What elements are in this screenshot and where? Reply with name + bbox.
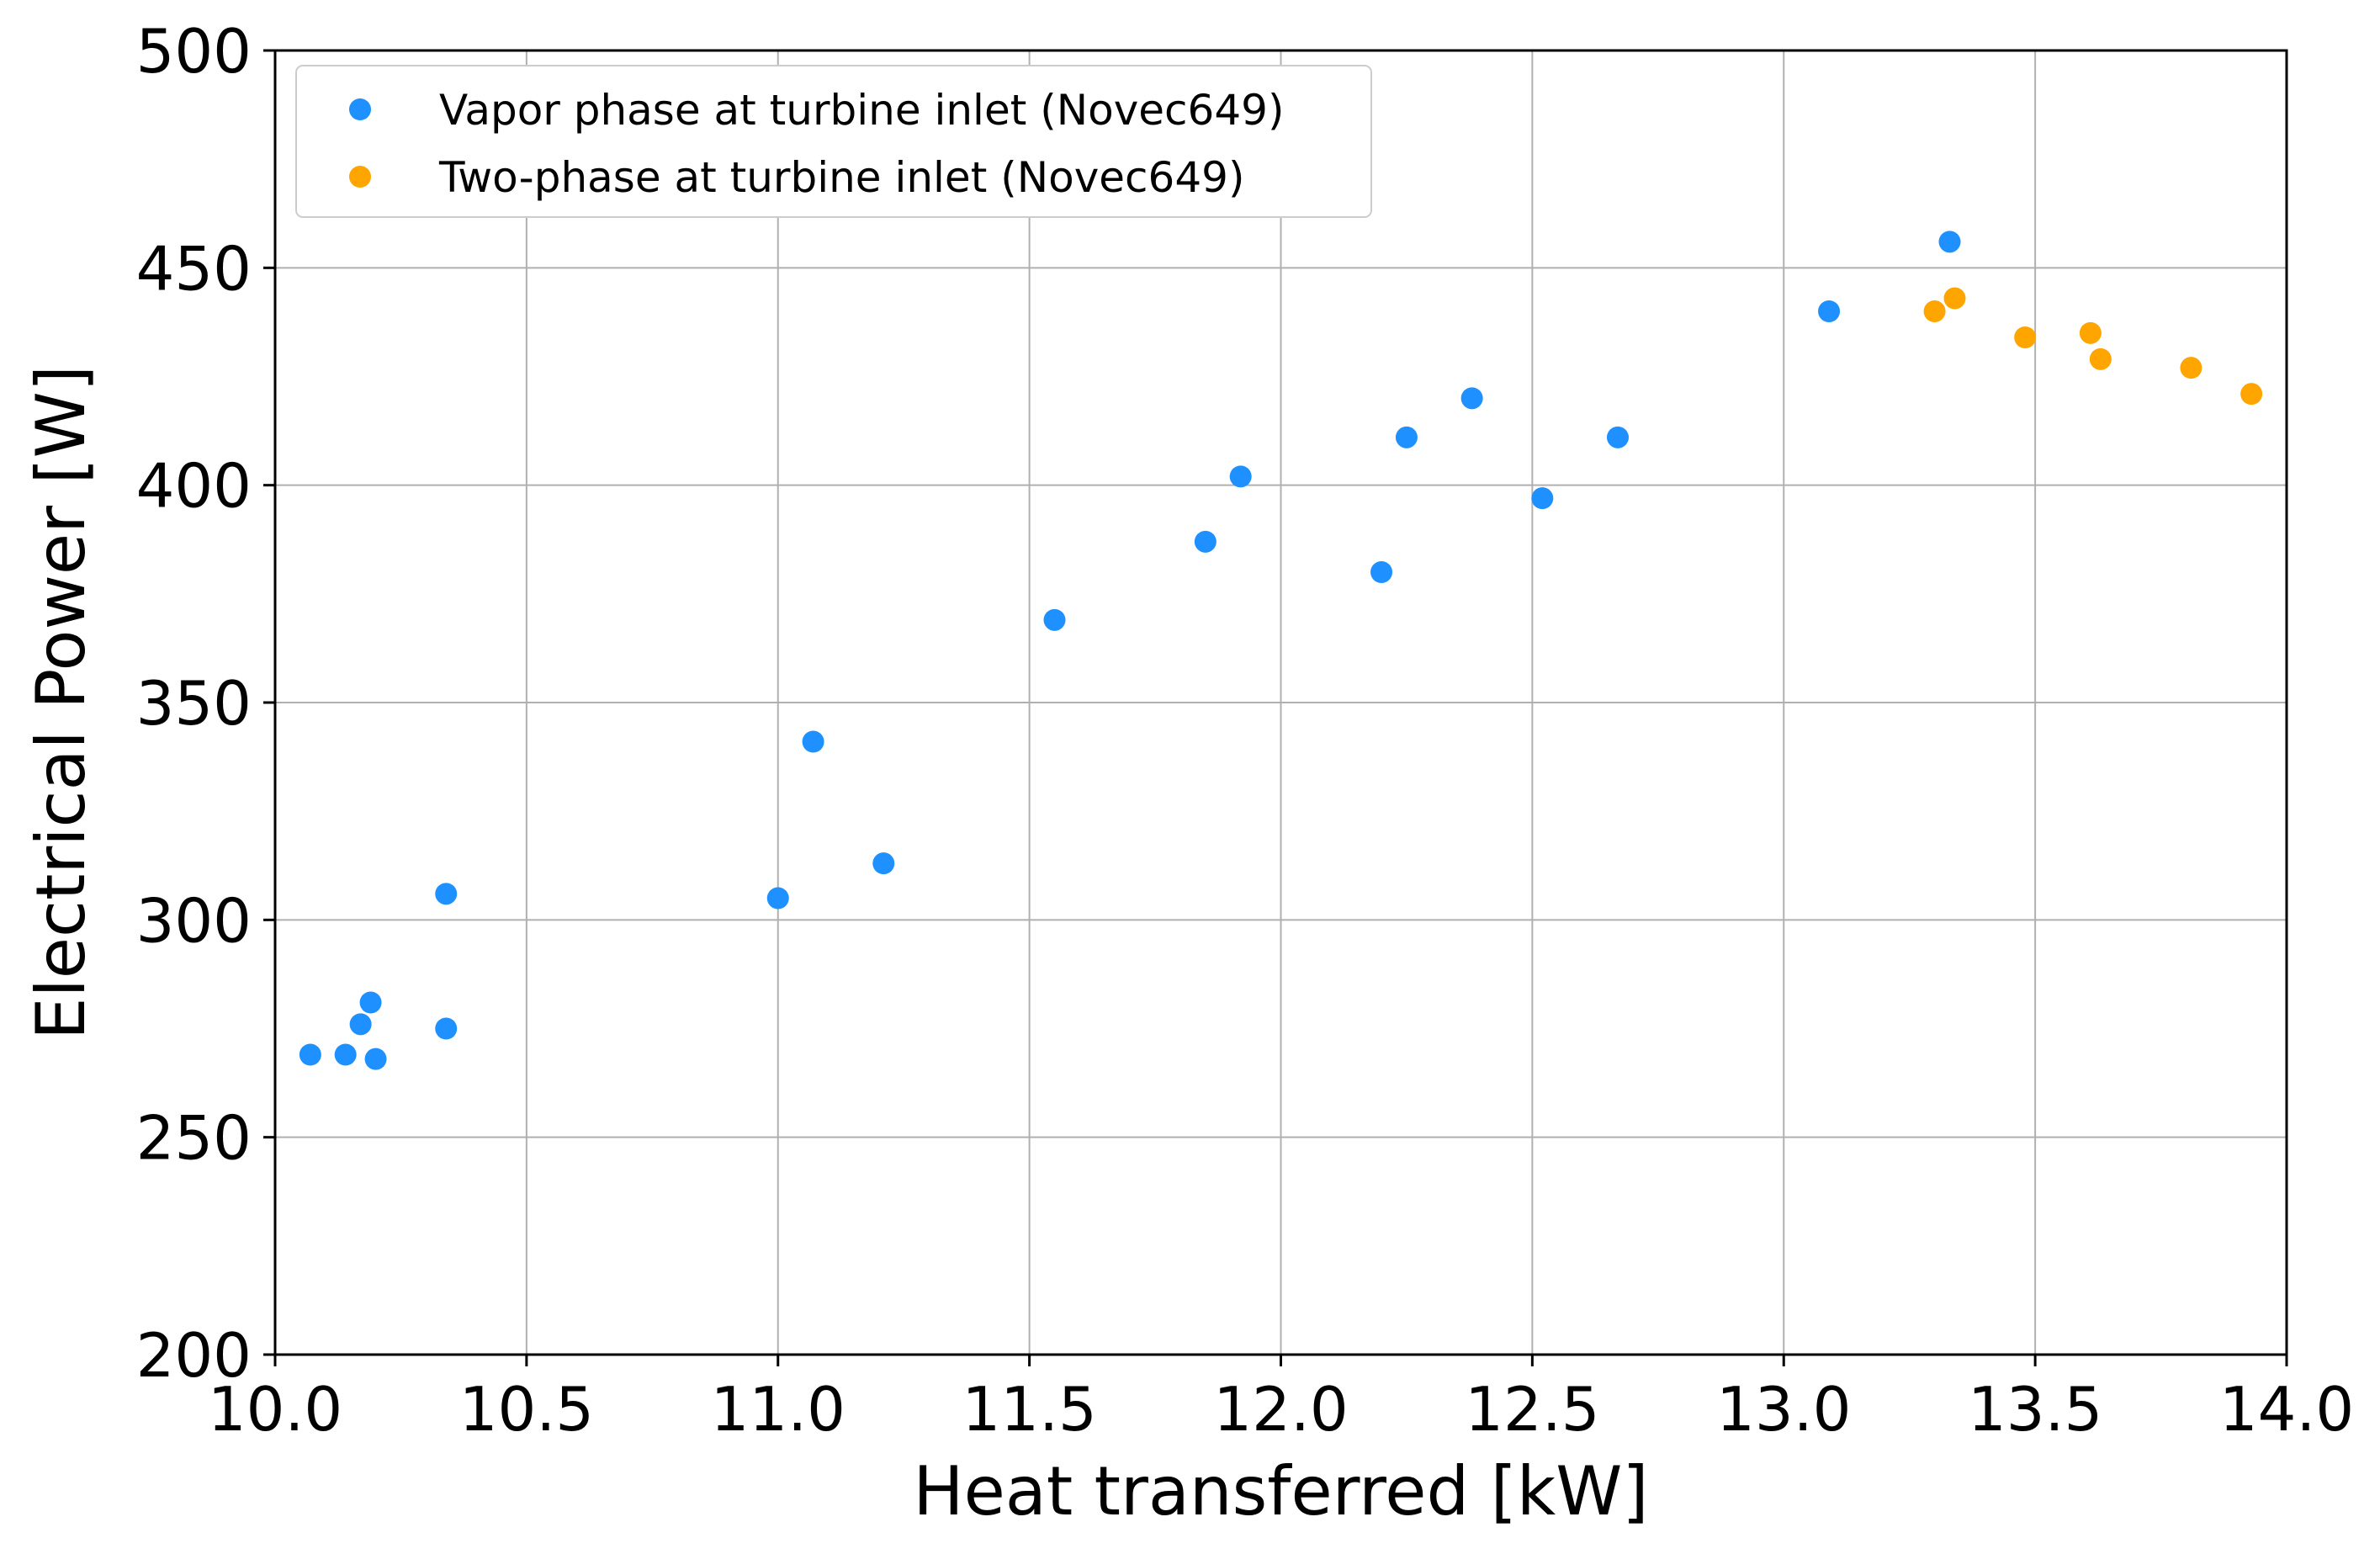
data-point bbox=[1818, 300, 1841, 322]
y-tick-label: 450 bbox=[136, 233, 252, 304]
series-two-phase bbox=[1923, 287, 2263, 406]
data-point bbox=[1370, 561, 1393, 583]
data-point bbox=[1923, 300, 1946, 322]
data-point bbox=[364, 1047, 387, 1070]
y-tick-label: 300 bbox=[136, 885, 252, 956]
y-tick-label: 250 bbox=[136, 1103, 252, 1174]
data-point bbox=[2240, 383, 2263, 406]
data-point bbox=[1531, 487, 1554, 510]
x-tick-label: 12.0 bbox=[1213, 1374, 1348, 1445]
data-point bbox=[349, 1013, 372, 1036]
data-point bbox=[334, 1043, 357, 1066]
data-point bbox=[1606, 426, 1629, 448]
data-points bbox=[299, 231, 2263, 1070]
data-point bbox=[2089, 347, 2112, 370]
data-point bbox=[2014, 326, 2037, 348]
data-point bbox=[435, 883, 458, 905]
legend-box bbox=[295, 65, 1372, 218]
data-point bbox=[2079, 321, 2102, 344]
x-axis-label: Heat transferred [kW] bbox=[913, 1452, 1648, 1530]
legend-label-vapor: Vapor phase at turbine inlet (Novec649) bbox=[439, 86, 1285, 135]
data-point bbox=[872, 852, 895, 875]
data-point bbox=[1460, 387, 1483, 410]
grid-lines bbox=[274, 50, 2287, 1355]
series-vapor-phase bbox=[299, 231, 1961, 1070]
data-point bbox=[766, 887, 789, 910]
x-tick-label: 14.0 bbox=[2219, 1374, 2354, 1445]
data-point bbox=[1938, 231, 1961, 253]
data-point bbox=[299, 1043, 321, 1066]
legend: Vapor phase at turbine inlet (Novec649) … bbox=[295, 65, 1372, 218]
legend-label-two-phase: Two-phase at turbine inlet (Novec649) bbox=[438, 153, 1244, 202]
x-tick-label: 10.0 bbox=[208, 1374, 342, 1445]
x-tick-label: 12.5 bbox=[1465, 1374, 1599, 1445]
data-point bbox=[359, 991, 382, 1014]
data-point bbox=[1229, 465, 1252, 488]
data-point bbox=[1043, 608, 1066, 631]
x-tick-label: 13.5 bbox=[1968, 1374, 2102, 1445]
axis-ticks: 10.0 10.5 11.0 11.5 12.0 12.5 13.0 13.5 14.0 200 2… bbox=[136, 16, 2355, 1445]
x-tick-label: 11.0 bbox=[711, 1374, 845, 1445]
data-point bbox=[2180, 357, 2202, 379]
y-tick-label: 400 bbox=[136, 451, 252, 522]
x-tick-label: 11.5 bbox=[962, 1374, 1096, 1445]
y-axis-label: Electrical Power [W] bbox=[22, 365, 100, 1040]
x-tick-label: 10.5 bbox=[459, 1374, 594, 1445]
data-point bbox=[802, 730, 824, 753]
data-point bbox=[1943, 287, 1966, 310]
data-point bbox=[435, 1017, 458, 1040]
legend-marker-two-phase bbox=[349, 166, 371, 188]
x-tick-label: 13.0 bbox=[1716, 1374, 1851, 1445]
y-tick-label: 200 bbox=[136, 1320, 252, 1391]
legend-marker-vapor bbox=[349, 98, 371, 120]
data-point bbox=[1395, 426, 1418, 448]
y-tick-label: 500 bbox=[136, 16, 252, 87]
data-point bbox=[1194, 530, 1217, 553]
y-tick-label: 350 bbox=[136, 668, 252, 739]
